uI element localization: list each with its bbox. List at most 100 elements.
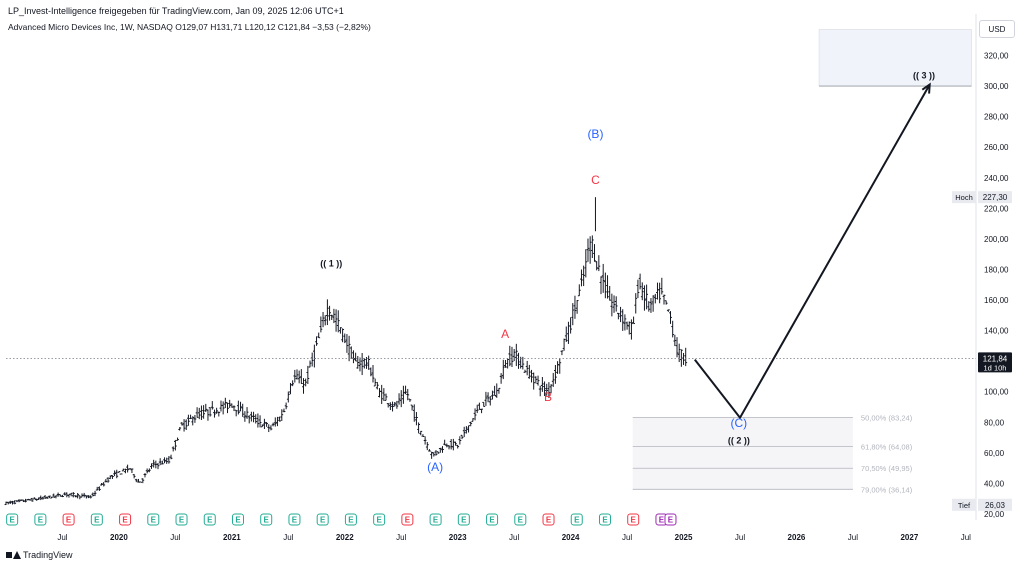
ohlc-bar bbox=[111, 475, 114, 480]
earnings-marker-glyph: E bbox=[292, 516, 298, 525]
wave-label: (( 2 )) bbox=[728, 436, 750, 446]
ohlc-bar bbox=[84, 495, 88, 499]
ohlc-bar bbox=[651, 295, 655, 312]
ohlc-bar bbox=[239, 401, 242, 412]
ohlc-bar bbox=[590, 235, 594, 259]
earnings-marker[interactable]: E bbox=[373, 513, 386, 526]
ohlc-bar bbox=[358, 357, 362, 372]
ohlc-bar bbox=[132, 474, 136, 479]
ohlc-bar bbox=[349, 346, 353, 359]
earnings-marker[interactable]: E bbox=[570, 513, 583, 526]
ohlc-bar bbox=[315, 336, 318, 346]
ohlc-bar bbox=[304, 378, 308, 387]
ohlc-bar bbox=[679, 349, 683, 367]
earnings-marker[interactable]: E bbox=[6, 513, 19, 526]
ohlc-bar bbox=[82, 492, 86, 498]
ohlc-bar bbox=[384, 393, 388, 401]
time-tick-label: 2021 bbox=[223, 533, 241, 542]
time-tick-label: Jul bbox=[509, 533, 519, 542]
price-tick-label: 160,00 bbox=[984, 296, 1009, 305]
earnings-marker-glyph: E bbox=[94, 516, 100, 525]
ohlc-bar bbox=[223, 397, 227, 409]
ohlc-bar bbox=[608, 286, 612, 301]
ohlc-bar bbox=[234, 409, 238, 417]
earnings-marker-glyph: E bbox=[518, 516, 524, 525]
ohlc-bar bbox=[428, 449, 431, 452]
earnings-marker[interactable]: E bbox=[542, 513, 555, 526]
ohlc-bar bbox=[599, 276, 603, 295]
ohlc-bar bbox=[510, 346, 514, 368]
ohlc-bar bbox=[323, 315, 327, 326]
ohlc-bar bbox=[464, 426, 468, 434]
ohlc-bar bbox=[645, 284, 649, 310]
ohlc-bar bbox=[325, 299, 329, 326]
ohlc-bar bbox=[501, 359, 505, 380]
earnings-marker[interactable]: E bbox=[344, 513, 357, 526]
earnings-marker[interactable]: E bbox=[147, 513, 160, 526]
ohlc-bar bbox=[145, 468, 149, 474]
earnings-marker[interactable]: E bbox=[401, 513, 414, 526]
ohlc-bar bbox=[373, 378, 377, 387]
earnings-marker[interactable]: E bbox=[203, 513, 216, 526]
ohlc-bar bbox=[438, 447, 442, 453]
earnings-marker[interactable]: E bbox=[231, 513, 244, 526]
ohlc-bar bbox=[371, 365, 375, 383]
earnings-marker[interactable]: E bbox=[664, 513, 677, 526]
earnings-marker-glyph: E bbox=[235, 516, 241, 525]
ohlc-bar bbox=[436, 451, 440, 454]
earnings-marker[interactable]: E bbox=[90, 513, 103, 526]
ohlc-bar bbox=[467, 425, 470, 433]
earnings-marker[interactable]: E bbox=[457, 513, 470, 526]
ohlc-bar bbox=[241, 403, 245, 417]
low-marker-value: 26,03 bbox=[985, 501, 1006, 510]
low-marker-label: Tief bbox=[958, 501, 971, 510]
ohlc-bar bbox=[243, 411, 247, 422]
ohlc-bar bbox=[93, 490, 97, 497]
ohlc-bar bbox=[399, 390, 403, 408]
earnings-marker[interactable]: E bbox=[598, 513, 611, 526]
earnings-marker-glyph: E bbox=[546, 516, 552, 525]
ohlc-bar bbox=[6, 501, 10, 505]
earnings-marker[interactable]: E bbox=[288, 513, 301, 526]
ohlc-bar bbox=[630, 319, 633, 340]
earnings-marker[interactable]: E bbox=[260, 513, 273, 526]
ohlc-bar bbox=[130, 468, 134, 473]
earnings-marker[interactable]: E bbox=[175, 513, 188, 526]
high-marker-value: 227,30 bbox=[983, 193, 1008, 202]
ohlc-bar bbox=[273, 417, 277, 427]
ohlc-bar bbox=[117, 471, 121, 473]
currency-button[interactable]: USD bbox=[979, 20, 1015, 38]
earnings-marker[interactable]: E bbox=[316, 513, 329, 526]
earnings-marker[interactable]: E bbox=[119, 513, 132, 526]
ohlc-bar bbox=[619, 306, 622, 323]
earnings-marker[interactable]: E bbox=[429, 513, 442, 526]
earnings-marker-glyph: E bbox=[659, 516, 665, 525]
ohlc-bar bbox=[156, 463, 160, 470]
ohlc-bar bbox=[334, 309, 338, 332]
ohlc-bar bbox=[356, 355, 360, 369]
ohlc-bar bbox=[410, 404, 414, 411]
earnings-marker[interactable]: E bbox=[62, 513, 75, 526]
ohlc-bar bbox=[254, 414, 258, 424]
ohlc-bar bbox=[48, 495, 51, 499]
ohlc-bar bbox=[393, 402, 397, 407]
earnings-marker[interactable]: E bbox=[34, 513, 47, 526]
ohlc-bar bbox=[200, 405, 203, 420]
symbol-ohlc-legend[interactable]: Advanced Micro Devices Inc, 1W, NASDAQ O… bbox=[8, 22, 371, 32]
ohlc-bar bbox=[569, 317, 573, 334]
fib-level-label: 61,80% (64,08) bbox=[861, 443, 913, 452]
earnings-marker[interactable]: E bbox=[627, 513, 640, 526]
earnings-marker[interactable]: E bbox=[486, 513, 499, 526]
time-tick-label: 2024 bbox=[562, 533, 580, 542]
ohlc-bar bbox=[269, 425, 273, 431]
tradingview-branding[interactable]: TradingView bbox=[6, 550, 73, 560]
price-tick-label: 100,00 bbox=[984, 388, 1009, 397]
earnings-marker[interactable]: E bbox=[655, 513, 668, 526]
ohlc-bar bbox=[458, 436, 462, 445]
ohlc-bar bbox=[295, 369, 299, 380]
ohlc-bar bbox=[171, 446, 175, 452]
ohlc-bar bbox=[434, 450, 438, 456]
ohlc-bar bbox=[95, 486, 99, 491]
earnings-marker[interactable]: E bbox=[514, 513, 527, 526]
